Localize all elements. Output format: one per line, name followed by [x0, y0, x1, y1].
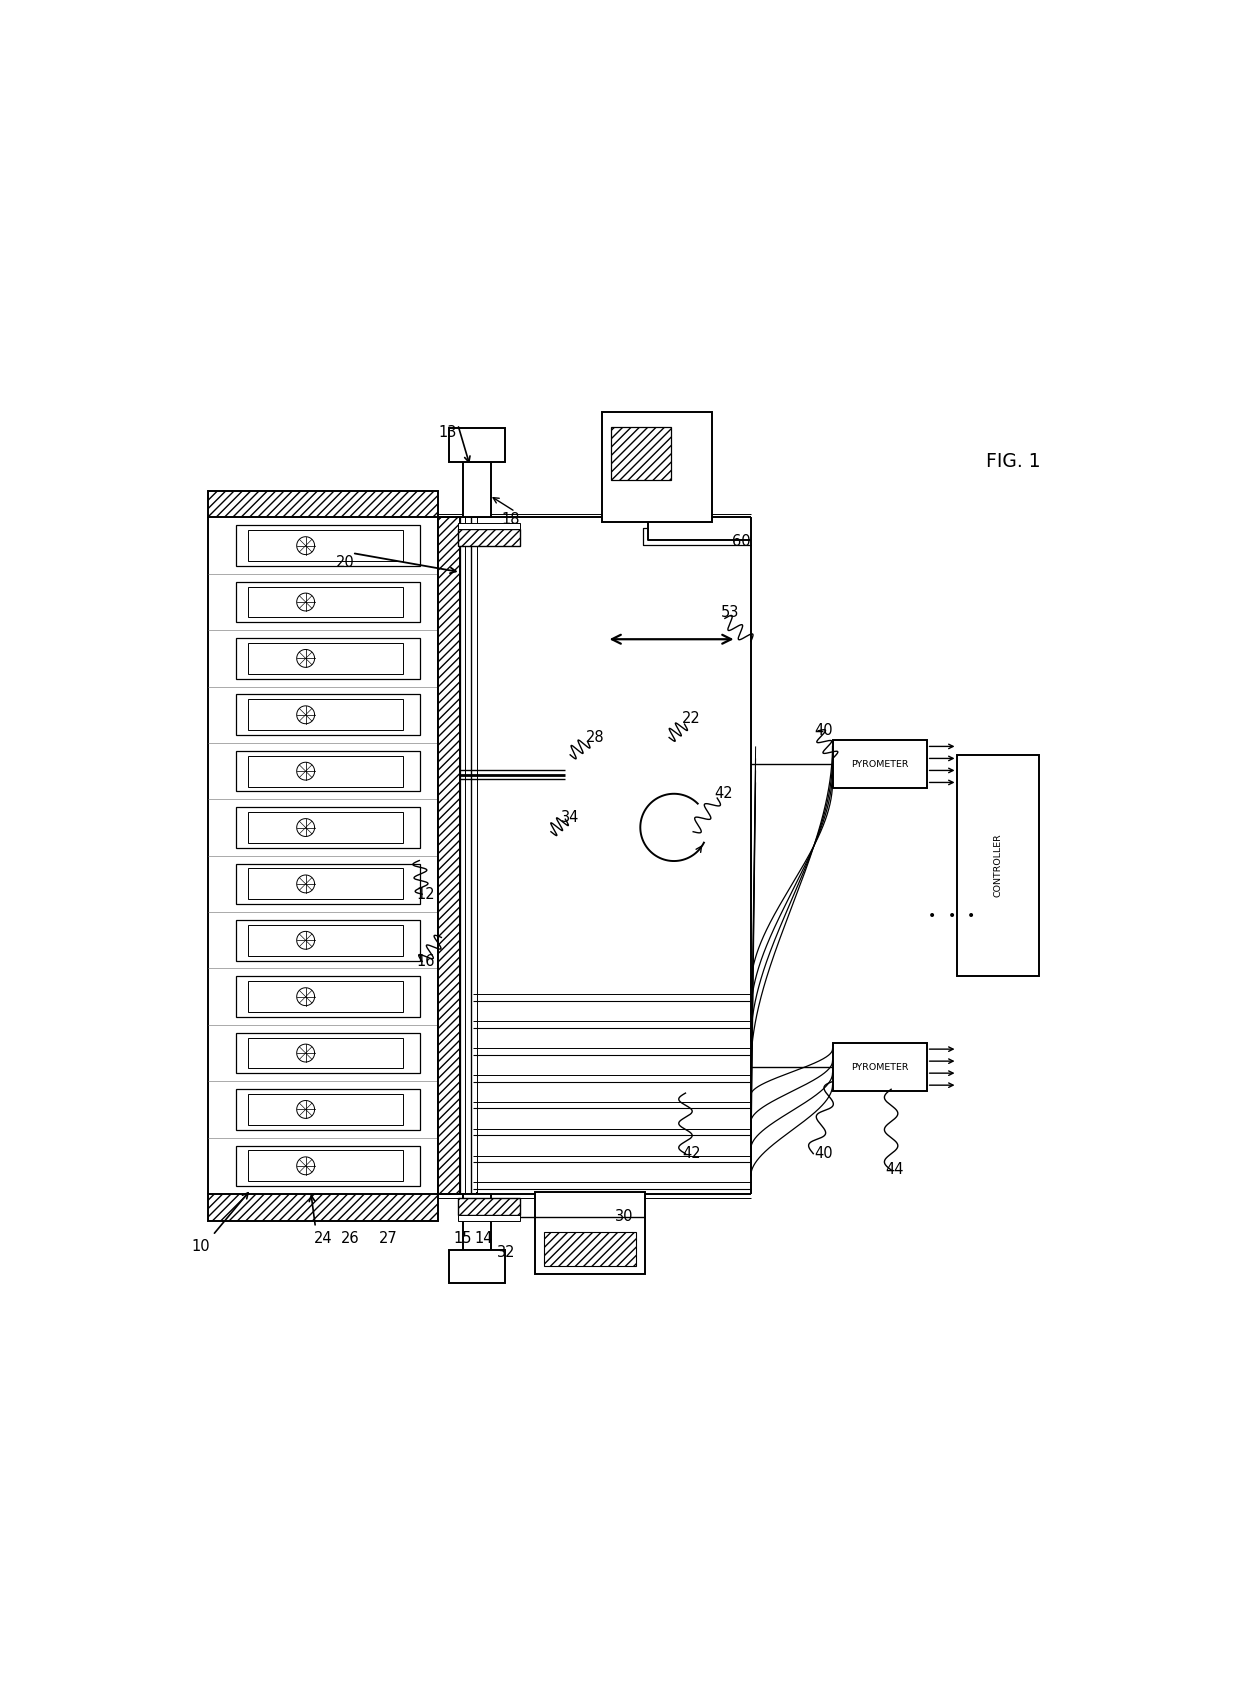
Bar	[248, 1038, 403, 1068]
Bar	[832, 1043, 926, 1092]
Bar	[248, 644, 403, 674]
Text: 28: 28	[585, 730, 604, 745]
Bar	[236, 752, 420, 792]
Bar	[601, 411, 713, 522]
Text: FIG. 1: FIG. 1	[986, 452, 1040, 472]
Bar	[458, 1215, 521, 1222]
Text: 15: 15	[454, 1230, 471, 1245]
Bar	[248, 1151, 403, 1181]
Text: •: •	[947, 908, 956, 923]
Bar	[248, 1094, 403, 1126]
Bar	[236, 1146, 420, 1186]
Bar	[458, 1198, 521, 1215]
Bar	[248, 981, 403, 1013]
Text: 14: 14	[475, 1230, 494, 1245]
Text: 20: 20	[336, 554, 355, 570]
Text: 18: 18	[501, 512, 520, 527]
Bar	[208, 1195, 439, 1222]
Text: 32: 32	[496, 1245, 515, 1260]
Bar	[236, 807, 420, 848]
Text: •: •	[967, 908, 975, 923]
Bar	[208, 490, 439, 517]
Bar	[449, 428, 505, 462]
Bar	[236, 694, 420, 735]
Bar	[248, 868, 403, 900]
Bar	[458, 524, 521, 529]
Text: 12: 12	[417, 886, 435, 901]
Text: 16: 16	[417, 954, 435, 969]
Text: PYROMETER: PYROMETER	[851, 760, 909, 768]
Text: 34: 34	[560, 810, 579, 824]
Text: CONTROLLER: CONTROLLER	[993, 834, 1003, 896]
Text: PYROMETER: PYROMETER	[851, 1063, 909, 1072]
Bar	[236, 920, 420, 960]
Bar	[236, 581, 420, 622]
Bar	[236, 864, 420, 905]
Text: 40: 40	[815, 1146, 833, 1161]
Text: 53: 53	[720, 605, 739, 620]
Bar	[236, 976, 420, 1018]
Bar	[248, 531, 403, 561]
Text: 60: 60	[732, 534, 750, 549]
Bar	[439, 517, 460, 1195]
Bar	[534, 1191, 645, 1274]
Bar	[611, 428, 672, 480]
Text: 27: 27	[379, 1230, 398, 1245]
Bar	[544, 1232, 635, 1265]
Bar	[248, 925, 403, 955]
Text: 24: 24	[314, 1230, 332, 1245]
Text: •: •	[929, 908, 936, 923]
Bar	[248, 757, 403, 787]
Text: 10: 10	[192, 1240, 211, 1254]
Bar	[236, 639, 420, 679]
Text: 42: 42	[682, 1146, 701, 1161]
Bar	[236, 1033, 420, 1073]
Bar	[248, 699, 403, 730]
Bar	[248, 586, 403, 617]
Text: 13: 13	[439, 425, 458, 440]
Text: 40: 40	[815, 723, 833, 738]
Text: 22: 22	[682, 711, 701, 726]
Bar	[463, 1195, 491, 1250]
Bar	[463, 462, 491, 517]
Text: 44: 44	[885, 1163, 904, 1178]
Bar	[458, 529, 521, 546]
Text: 30: 30	[615, 1208, 634, 1223]
Bar	[957, 755, 1039, 976]
Text: 26: 26	[341, 1230, 360, 1245]
Text: 42: 42	[714, 785, 733, 800]
Bar	[449, 1250, 505, 1284]
Bar	[236, 526, 420, 566]
Bar	[248, 812, 403, 842]
Bar	[832, 740, 926, 789]
Bar	[236, 1089, 420, 1129]
